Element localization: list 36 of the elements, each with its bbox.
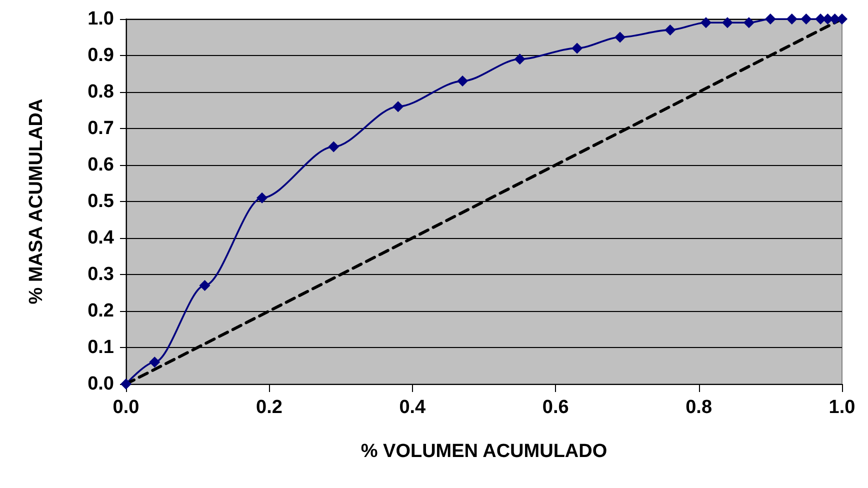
x-tick-label: 0.2	[256, 397, 282, 418]
y-tick-label: 0.6	[88, 154, 114, 176]
point	[743, 17, 754, 28]
point	[700, 17, 712, 28]
x-tick-label: 1.0	[828, 397, 856, 418]
point	[800, 14, 812, 24]
x-tick-label: 0.0	[112, 397, 140, 418]
point	[786, 14, 798, 24]
x-tick-label: 0.6	[542, 397, 569, 418]
point	[614, 32, 626, 43]
point	[328, 141, 340, 152]
y-tick-label: 0.9	[88, 45, 114, 66]
y-tick-label: 0.5	[88, 191, 114, 212]
y-tick-label: 0.3	[88, 264, 114, 285]
point	[149, 356, 160, 368]
y-tick-label: 0.1	[88, 337, 114, 358]
y-axis-title: % MASA ACUMULADA	[26, 98, 47, 304]
x-axis-title: % VOLUMEN ACUMULADO	[360, 441, 608, 462]
y-tick-label: 0.7	[88, 118, 114, 139]
y-tick-label: 0.8	[88, 82, 114, 102]
point	[722, 17, 733, 28]
y-tick-label: 0.2	[88, 300, 114, 322]
y-tick-label: 0.0	[88, 374, 114, 394]
x-tick-label: 0.8	[686, 397, 712, 418]
point	[836, 14, 848, 24]
point	[199, 280, 210, 291]
point	[457, 76, 468, 87]
point	[664, 24, 676, 36]
y-tick-label: 1.0	[88, 8, 114, 30]
point	[514, 54, 526, 65]
x-tick-label: 0.4	[399, 397, 426, 418]
y-tick-label: 0.4	[88, 228, 114, 248]
point	[256, 192, 268, 204]
point	[392, 101, 404, 112]
point	[572, 42, 583, 54]
point	[764, 14, 776, 24]
